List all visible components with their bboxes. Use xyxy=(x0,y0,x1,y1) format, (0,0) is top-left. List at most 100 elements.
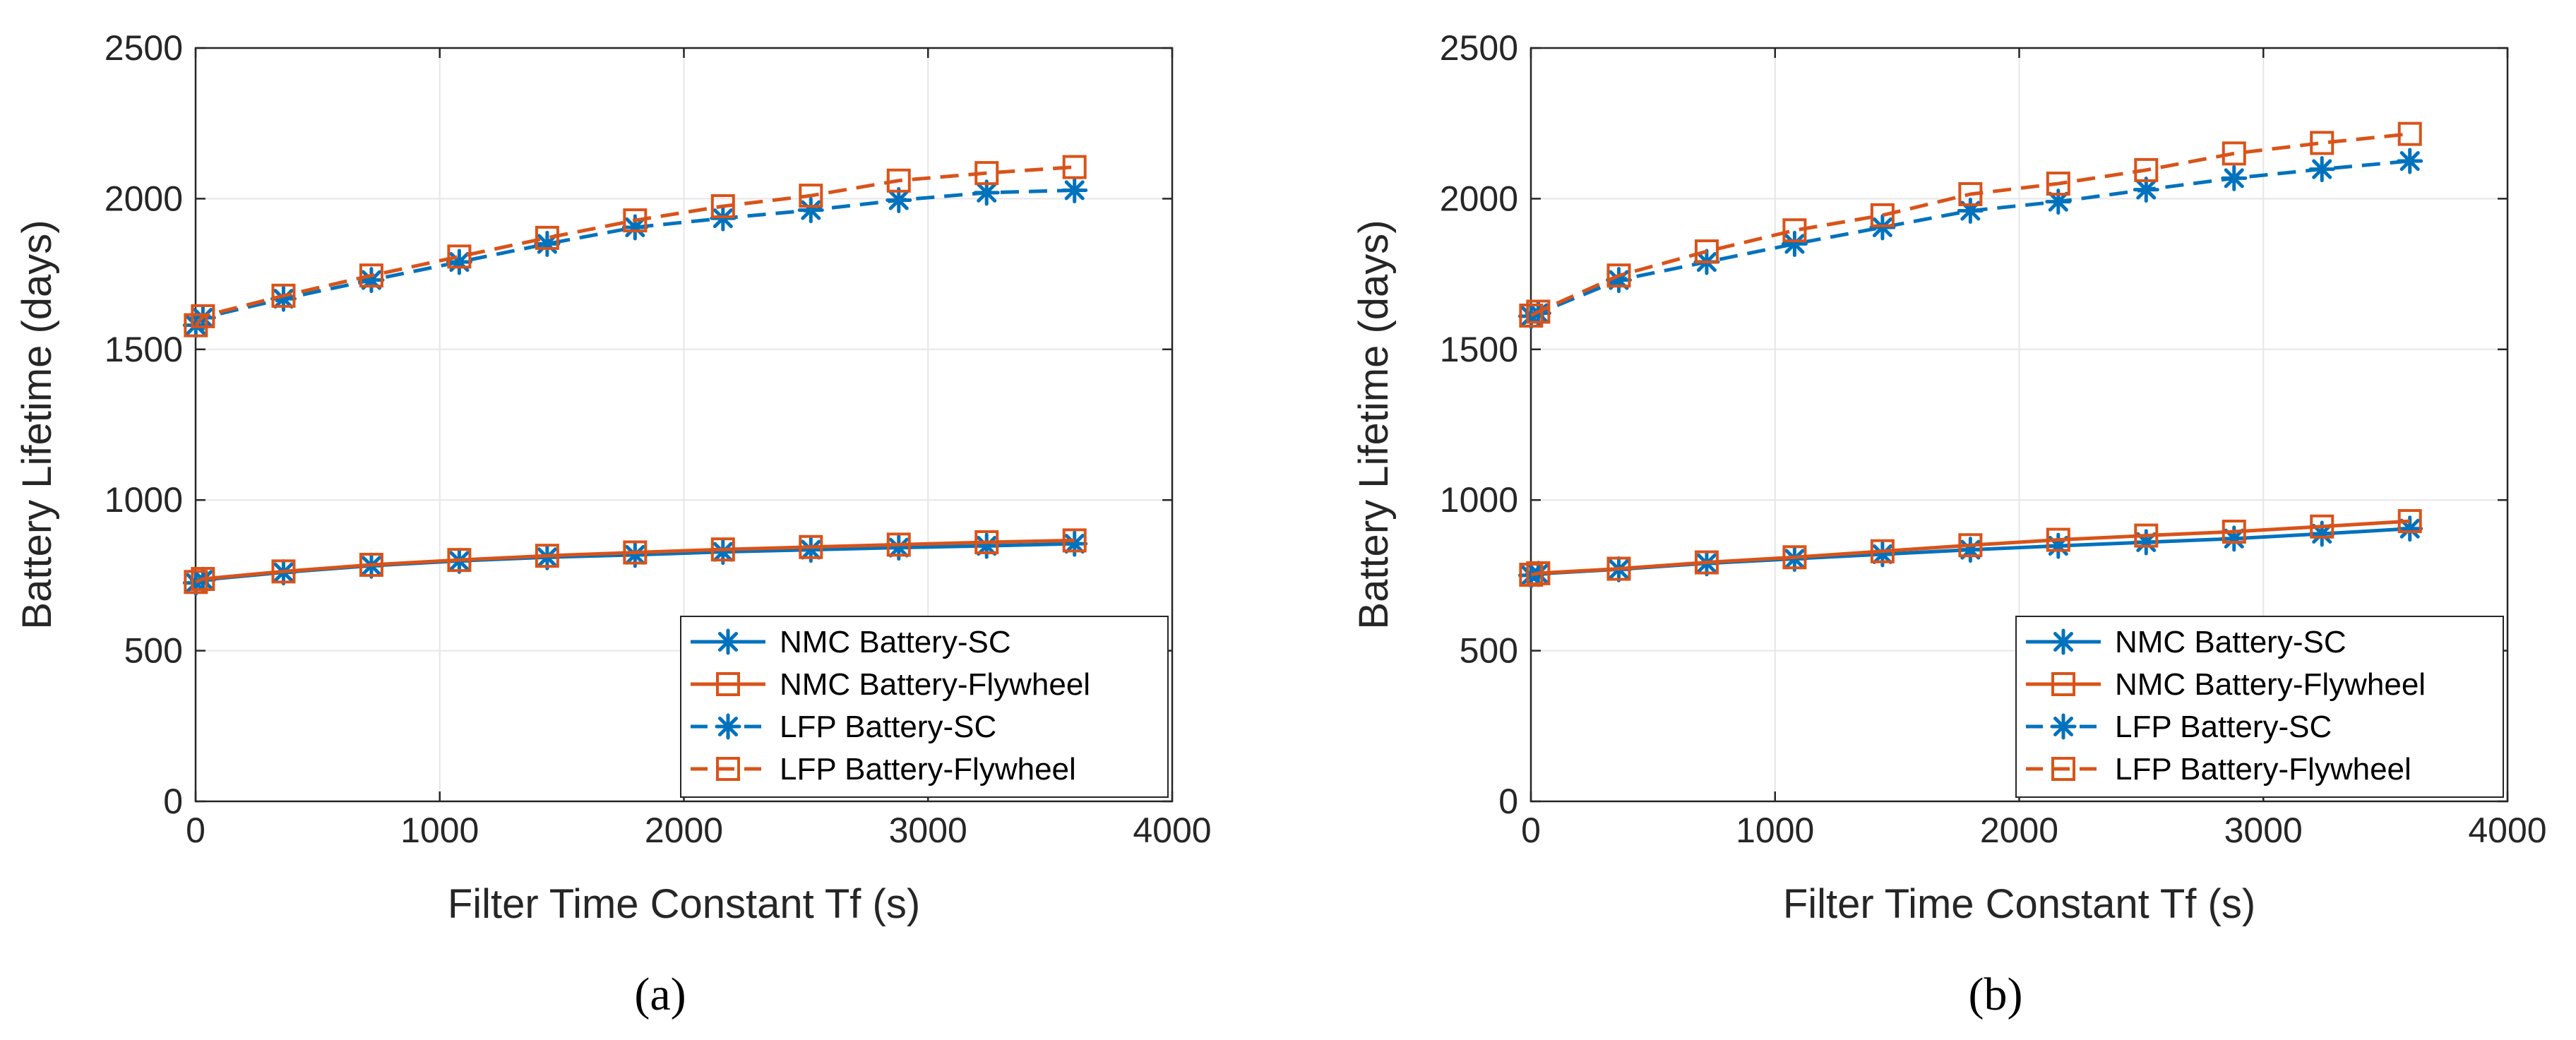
data-point xyxy=(1694,239,1719,264)
data-point xyxy=(1526,299,1551,324)
data-point xyxy=(358,267,385,294)
legend-marker xyxy=(2051,672,2075,696)
legend-label: NMC Battery-SC xyxy=(2115,625,2347,659)
data-point xyxy=(2397,121,2422,146)
data-point xyxy=(1958,181,1983,206)
data-point xyxy=(886,187,912,214)
data-point xyxy=(184,570,208,594)
x-axis-label: Filter Time Constant Tf (s) xyxy=(448,881,920,927)
y-tick-label: 2500 xyxy=(105,28,183,68)
star-marker-stroke xyxy=(1064,534,1085,554)
legend-entry: LFP Battery-Flywheel xyxy=(2026,752,2411,787)
series-line xyxy=(1530,519,2410,577)
data-point xyxy=(184,313,208,337)
data-point xyxy=(2133,177,2159,203)
x-tick-label: 1000 xyxy=(400,811,479,850)
star-marker-stroke xyxy=(977,182,997,203)
star-marker-stroke xyxy=(2224,528,2244,549)
y-tick-label: 2000 xyxy=(1440,179,1518,218)
legend-label: LFP Battery-SC xyxy=(780,710,996,744)
data-point xyxy=(191,304,215,328)
series-lfp-battery-flywheel xyxy=(1519,121,2422,328)
star-marker-stroke xyxy=(717,716,739,737)
legend-entry: LFP Battery-Flywheel xyxy=(691,752,1076,787)
star-marker-stroke xyxy=(712,208,733,229)
x-tick-label: 2000 xyxy=(645,811,723,850)
data-point xyxy=(2221,165,2248,191)
star-marker-stroke xyxy=(2053,716,2074,737)
data-point xyxy=(623,208,648,233)
legend-marker xyxy=(2051,757,2075,781)
data-point xyxy=(535,225,559,250)
data-point xyxy=(2222,141,2246,166)
star-marker-stroke xyxy=(2048,191,2068,212)
data-point xyxy=(359,552,383,577)
data-point xyxy=(1869,541,1896,568)
data-point xyxy=(797,197,824,224)
star-marker-stroke xyxy=(801,200,821,220)
data-point xyxy=(974,161,999,186)
data-point xyxy=(1606,556,1631,581)
legend-marker xyxy=(716,672,740,696)
data-point xyxy=(1782,545,1807,570)
legend-box xyxy=(680,616,1169,798)
legend-entry: NMC Battery-SC xyxy=(691,625,1011,659)
data-point xyxy=(447,244,472,269)
legend-marker xyxy=(2050,713,2077,740)
data-point xyxy=(974,530,999,554)
data-point xyxy=(1957,537,1984,563)
star-marker-stroke xyxy=(712,542,733,562)
star-marker-stroke xyxy=(625,217,645,237)
star-marker-stroke xyxy=(1064,180,1085,201)
y-tick-label: 1500 xyxy=(105,330,183,369)
chart-panel-b: 0 1000 2000 3000 4000 0 500 1000 1500 2000 2500 Fil… xyxy=(1351,28,2547,1020)
y-tick-label: 500 xyxy=(1460,631,1518,671)
legend-marker xyxy=(715,628,741,655)
data-point xyxy=(1062,528,1087,553)
data-point xyxy=(271,559,296,584)
series-nmc-battery-flywheel xyxy=(1519,509,2422,587)
data-point xyxy=(1958,533,1983,558)
star-marker-stroke xyxy=(888,190,909,210)
x-tick-label: 3000 xyxy=(2224,811,2303,850)
data-point xyxy=(710,539,737,566)
legend-entry: LFP Battery-SC xyxy=(691,710,996,744)
series-line xyxy=(194,165,1075,327)
legend-label: LFP Battery-SC xyxy=(2115,710,2332,744)
data-point xyxy=(1781,230,1808,257)
data-point xyxy=(886,532,911,557)
data-point xyxy=(710,537,735,562)
legend-marker xyxy=(716,757,740,781)
series-nmc-battery-flywheel xyxy=(184,528,1087,594)
data-point xyxy=(447,548,472,573)
y-tick-label: 2000 xyxy=(105,179,183,218)
data-point xyxy=(2310,131,2334,155)
legend-marker xyxy=(715,713,741,740)
x-tick-label: 1000 xyxy=(1736,811,1814,850)
data-point xyxy=(1870,203,1895,227)
data-point xyxy=(1694,550,1719,575)
star-marker-stroke xyxy=(2312,523,2332,544)
data-point xyxy=(2134,157,2159,182)
x-tick-label: 4000 xyxy=(2468,811,2546,850)
data-point xyxy=(359,263,383,288)
series-line xyxy=(1530,132,2410,318)
star-marker-stroke xyxy=(2399,151,2420,172)
star-marker-stroke xyxy=(2312,159,2332,179)
legend-label: LFP Battery-Flywheel xyxy=(2115,752,2411,787)
data-point xyxy=(710,205,737,232)
legend-label: LFP Battery-Flywheel xyxy=(780,752,1076,787)
star-marker-stroke xyxy=(625,544,645,565)
x-tick-label: 2000 xyxy=(1980,811,2058,850)
series-lfp-battery-flywheel xyxy=(184,155,1087,337)
data-point xyxy=(1519,563,1544,587)
data-point xyxy=(1870,539,1895,563)
data-point xyxy=(1957,197,1984,224)
y-tick-label: 0 xyxy=(163,782,183,821)
x-axis-label: Filter Time Constant Tf (s) xyxy=(1783,881,2255,927)
x-tick-label: 0 xyxy=(186,811,205,850)
data-point xyxy=(1526,561,1551,585)
star-marker-stroke xyxy=(2136,179,2157,200)
star-marker-stroke xyxy=(888,537,909,558)
